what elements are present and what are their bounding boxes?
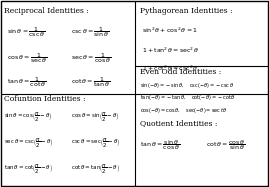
- Text: $\cot\theta = \tan\!\left(\dfrac{\pi}{2}-\theta\right)$: $\cot\theta = \tan\!\left(\dfrac{\pi}{2}…: [70, 162, 120, 175]
- Text: $\sec\theta = \csc\!\left(\dfrac{\pi}{2}-\theta\right)$: $\sec\theta = \csc\!\left(\dfrac{\pi}{2}…: [4, 136, 54, 149]
- Text: $\cot\theta = \dfrac{1}{\tan\theta}$: $\cot\theta = \dfrac{1}{\tan\theta}$: [70, 75, 110, 89]
- Text: $1 + \cot^2\theta = \csc^2\theta$: $1 + \cot^2\theta = \csc^2\theta$: [143, 64, 199, 73]
- Text: $\tan(-\theta) = -\tan\theta, \quad \cot(-\theta) = -\cot\theta$: $\tan(-\theta) = -\tan\theta, \quad \cot…: [140, 94, 236, 102]
- Text: $\cot\theta = \dfrac{\cos\theta}{\sin\theta}$: $\cot\theta = \dfrac{\cos\theta}{\sin\th…: [206, 138, 246, 152]
- Text: $\cos\theta = \sin\!\left(\dfrac{\pi}{2}-\theta\right)$: $\cos\theta = \sin\!\left(\dfrac{\pi}{2}…: [70, 110, 119, 123]
- Text: Quotient Identities :: Quotient Identities :: [140, 119, 217, 127]
- Text: $\cos(-\theta) = \cos\theta, \quad \sec(-\theta) = \sec t\theta$: $\cos(-\theta) = \cos\theta, \quad \sec(…: [140, 106, 227, 115]
- Text: $\cos\theta = \dfrac{1}{\sec\theta}$: $\cos\theta = \dfrac{1}{\sec\theta}$: [7, 51, 47, 65]
- Text: $\sin^2\theta + \cos^2\theta = 1$: $\sin^2\theta + \cos^2\theta = 1$: [143, 25, 198, 35]
- Text: $\csc\theta = \sec\!\left(\dfrac{\pi}{2}-\theta\right)$: $\csc\theta = \sec\!\left(\dfrac{\pi}{2}…: [70, 136, 120, 149]
- Text: $\csc\theta = \dfrac{1}{\sin\theta}$: $\csc\theta = \dfrac{1}{\sin\theta}$: [70, 25, 109, 39]
- Text: $\sin(-\theta) = -\sin\theta, \quad \csc(-\theta) = -\csc\theta$: $\sin(-\theta) = -\sin\theta, \quad \csc…: [140, 81, 234, 90]
- Text: Even Odd Identities :: Even Odd Identities :: [140, 68, 221, 76]
- Text: $\sin\theta = \cos\!\left(\dfrac{\pi}{2}-\theta\right)$: $\sin\theta = \cos\!\left(\dfrac{\pi}{2}…: [4, 110, 53, 123]
- Text: $\tan\theta = \dfrac{\sin\theta}{\cos\theta}$: $\tan\theta = \dfrac{\sin\theta}{\cos\th…: [140, 138, 180, 152]
- Text: Pythagorean Identities :: Pythagorean Identities :: [140, 7, 232, 15]
- Text: $\sec\theta = \dfrac{1}{\cos\theta}$: $\sec\theta = \dfrac{1}{\cos\theta}$: [70, 51, 111, 65]
- Text: $1 + \tan^2\theta = \sec^2\theta$: $1 + \tan^2\theta = \sec^2\theta$: [143, 46, 200, 55]
- Text: Cofuntion Identities :: Cofuntion Identities :: [4, 95, 86, 103]
- Text: $\tan\theta = \dfrac{1}{\cot\theta}$: $\tan\theta = \dfrac{1}{\cot\theta}$: [7, 75, 46, 89]
- Text: $\tan\theta = \cot\!\left(\dfrac{\pi}{2}-\theta\right)$: $\tan\theta = \cot\!\left(\dfrac{\pi}{2}…: [4, 162, 53, 175]
- Text: Reciprocal Identities :: Reciprocal Identities :: [4, 7, 89, 15]
- Text: $\sin\theta = \dfrac{1}{\csc\theta}$: $\sin\theta = \dfrac{1}{\csc\theta}$: [7, 25, 45, 39]
